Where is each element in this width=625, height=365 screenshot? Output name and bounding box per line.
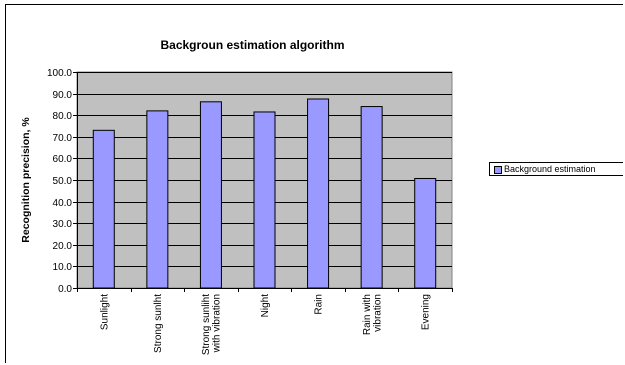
x-category-label: Night [260,294,271,318]
legend: Background estimation [489,162,623,176]
legend-label: Background estimation [504,164,596,174]
x-category-label: Strong sunliht with vibration [201,294,223,355]
x-category-label-line: Rain with [362,294,373,335]
x-category-label-line: Rain [314,294,325,315]
bar-7 [414,177,437,289]
x-category-label-line: with vibration [212,294,223,353]
y-tick-label: 30.0 [53,219,73,230]
y-tick-label: 60.0 [53,154,73,165]
x-category-label-line: Night [260,294,271,318]
bar-4 [253,111,276,289]
bar-2 [146,110,169,289]
y-tick-label: 90.0 [53,90,73,101]
legend-swatch [494,166,502,174]
x-category-label: Strong sunlht [153,294,164,353]
x-category-label-line: Sunlight [99,294,110,330]
y-tick-label: 100.0 [47,68,72,79]
x-category-label-line: vibration [372,294,383,332]
x-category-label-line: Strong sunliht [201,294,212,355]
y-tick-label: 50.0 [53,176,73,187]
x-category-label-line: Evening [421,294,432,330]
bar-6 [360,106,383,289]
bar-5 [307,98,330,289]
y-tick-label: 10.0 [53,262,73,273]
y-tick-label: 20.0 [53,241,73,252]
y-tick-label: 0.0 [58,284,72,295]
x-category-label: Rain [314,294,325,315]
bar-1 [92,129,115,289]
y-tick-label: 80.0 [53,111,73,122]
x-category-label: Sunlight [99,294,110,330]
x-category-label: Evening [421,294,432,330]
bar-3 [199,101,222,289]
y-tick-label: 40.0 [53,198,73,209]
chart-title: Backgroun estimation algorithm [160,38,345,52]
x-category-label: Rain with vibration [362,294,384,335]
x-category-label-line: Strong sunlht [153,294,164,353]
y-tick-label: 70.0 [53,133,73,144]
